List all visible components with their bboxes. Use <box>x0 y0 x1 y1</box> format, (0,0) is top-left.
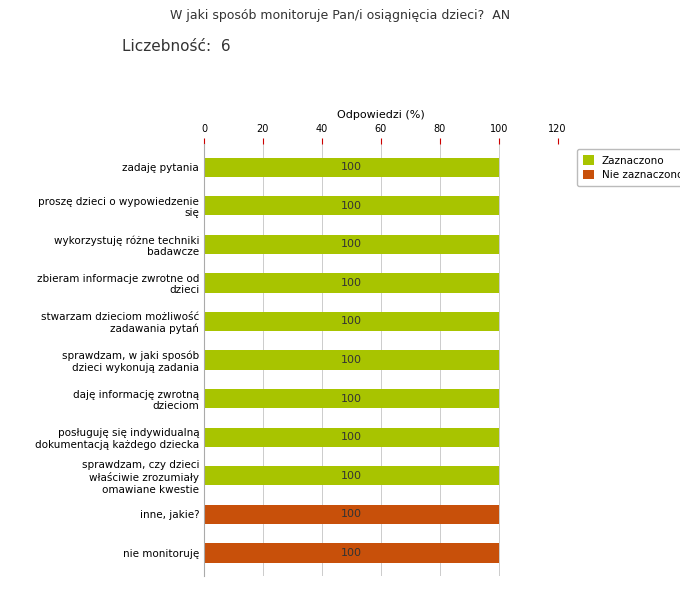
Text: 100: 100 <box>341 509 362 519</box>
Text: 100: 100 <box>341 394 362 404</box>
Bar <box>204 427 498 447</box>
Text: 100: 100 <box>341 471 362 481</box>
X-axis label: Odpowiedzi (%): Odpowiedzi (%) <box>337 110 425 120</box>
Text: W jaki sposób monitoruje Pan/i osiągnięcia dzieci?  AN: W jaki sposób monitoruje Pan/i osiągnięc… <box>170 9 510 22</box>
Bar <box>204 350 498 370</box>
Bar <box>204 158 498 177</box>
Text: 100: 100 <box>341 278 362 288</box>
Text: 100: 100 <box>341 162 362 172</box>
Bar <box>204 466 498 485</box>
Bar <box>204 312 498 331</box>
Text: 100: 100 <box>341 239 362 249</box>
Text: 100: 100 <box>341 355 362 365</box>
Text: 100: 100 <box>341 316 362 326</box>
Bar <box>204 235 498 254</box>
Bar <box>204 273 498 292</box>
Text: 100: 100 <box>341 201 362 211</box>
Text: 100: 100 <box>341 432 362 442</box>
Bar <box>204 389 498 408</box>
Bar <box>204 543 498 563</box>
Bar <box>204 505 498 524</box>
Text: 100: 100 <box>341 548 362 558</box>
Text: Liczebność:  6: Liczebność: 6 <box>122 39 231 54</box>
Legend: Zaznaczono, Nie zaznaczono: Zaznaczono, Nie zaznaczono <box>577 149 680 187</box>
Bar <box>204 196 498 215</box>
